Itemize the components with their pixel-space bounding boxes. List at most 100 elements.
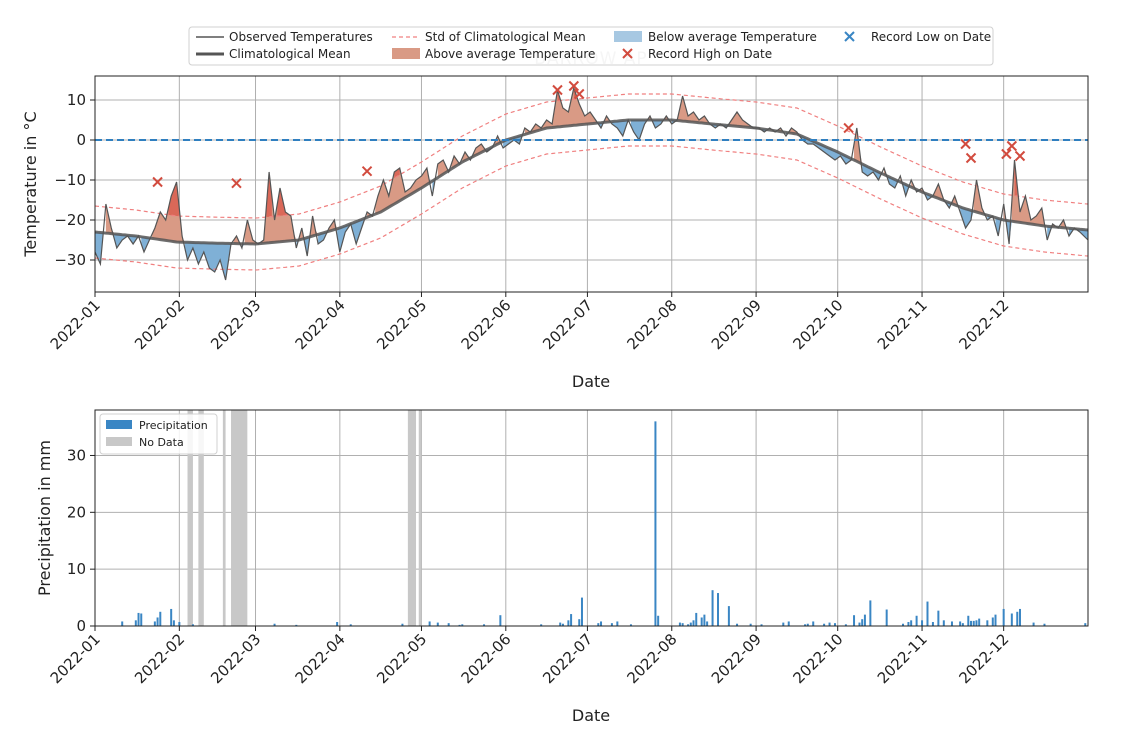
legend-record-high-marker <box>622 48 633 59</box>
record-high-marker <box>843 122 854 134</box>
x-tick-label: 2022-02 <box>131 630 188 687</box>
x-tick-label: 2022-05 <box>373 296 430 353</box>
precipitation-bar <box>436 622 439 626</box>
x-tick-label: 2022-12 <box>955 296 1012 353</box>
temperature-lines <box>94 85 1089 281</box>
precipitation-bar <box>1043 623 1046 626</box>
precipitation-bar <box>121 621 124 626</box>
precipitation-bar <box>910 620 913 626</box>
y-tick-label: 10 <box>67 91 86 109</box>
record-high-marker <box>152 176 163 188</box>
precipitation-bar <box>170 608 173 626</box>
precipitation-bar <box>695 612 698 626</box>
x-tick-label: 2022-08 <box>624 296 681 353</box>
y-tick-label: 30 <box>67 446 86 464</box>
below-average-area <box>652 120 664 128</box>
record-high-marker <box>960 138 971 150</box>
precipitation-bar <box>970 620 973 626</box>
precipitation-bar <box>629 624 632 626</box>
x-tick-label: 2022-01 <box>47 296 104 353</box>
x-tick-label: 2022-05 <box>373 630 430 687</box>
precipitation-bar <box>336 622 339 626</box>
x-tick-label: 2022-12 <box>955 630 1012 687</box>
precip-legend-nodata-swatch <box>106 437 132 446</box>
precipitation-bar <box>580 597 583 626</box>
precipitation-bar <box>273 623 276 626</box>
precipitation-bar <box>687 624 690 626</box>
legend-record-low-label: Record Low on Date <box>871 30 991 44</box>
y-tick-label: 0 <box>76 131 86 149</box>
below-average-area <box>184 242 234 280</box>
legend-record-low-marker <box>844 31 855 42</box>
no-data-span <box>222 410 226 626</box>
precipitation-bar <box>540 624 543 626</box>
above-average-area <box>437 160 449 178</box>
precipitation-bar <box>950 621 953 626</box>
below-average-area <box>1047 226 1053 240</box>
no-data-spans <box>187 410 422 626</box>
above-average-area <box>677 96 710 124</box>
no-data-span <box>418 410 422 626</box>
y-tick-label: 10 <box>67 560 86 578</box>
precipitation-bar <box>858 622 861 626</box>
precipitation-bar <box>961 623 964 626</box>
precipitation-bar <box>703 614 706 626</box>
precipitation-bar <box>483 624 486 626</box>
precipitation-bar <box>1010 613 1013 626</box>
x-tick-label: 2022-09 <box>708 630 765 687</box>
x-tick-label: 2022-11 <box>874 630 931 687</box>
above-average-area <box>375 168 433 215</box>
precipitation-bar <box>428 621 431 626</box>
record-high-stroke <box>568 80 580 92</box>
precipitation-bar <box>727 606 730 626</box>
below-average-area <box>630 120 648 140</box>
y-tick-label: −10 <box>54 171 86 189</box>
record-high-marker <box>361 165 373 177</box>
std-upper-line <box>94 93 1089 219</box>
temperature-x-ticks: 2022-01 2022-02 2022-03 2022-04 2022-05 2022-… <box>47 292 1012 353</box>
record-high-stroke <box>843 122 854 134</box>
precipitation-bar <box>717 593 720 626</box>
precipitation-x-ticks: 2022-01 2022-02 2022-03 2022-04 2022-05 2022-… <box>47 626 1012 687</box>
precipitation-bar <box>597 623 600 626</box>
precipitation-bar <box>178 622 181 626</box>
precipitation-bar <box>907 622 910 626</box>
precipitation-bar <box>749 623 752 626</box>
precipitation-bar <box>1002 608 1005 626</box>
precipitation-bar <box>295 624 298 626</box>
record-high-marker <box>574 88 585 100</box>
precipitation-bar <box>787 621 790 626</box>
record-high-stroke <box>960 138 971 150</box>
precipitation-bar <box>153 621 156 626</box>
no-data-span <box>187 410 193 626</box>
x-tick-label: 2022-08 <box>624 630 681 687</box>
precipitation-bar <box>689 622 692 626</box>
precipitation-bar <box>1018 608 1021 626</box>
precipitation-bar <box>869 600 872 626</box>
x-tick-label: 2022-03 <box>207 630 264 687</box>
legend-above-swatch <box>392 48 420 59</box>
precipitation-bar <box>782 622 785 626</box>
below-average-area <box>141 236 153 252</box>
precipitation-bar <box>610 623 613 626</box>
precipitation-bar <box>499 615 502 626</box>
below-average-area <box>114 233 139 248</box>
strong-anomaly-area <box>266 172 272 217</box>
x-tick-label: 2022-11 <box>874 296 931 353</box>
observed-temperature-line <box>94 85 1089 281</box>
precipitation-bar <box>654 421 657 626</box>
record-high-stroke <box>552 84 563 96</box>
precipitation-bar <box>833 623 836 626</box>
precipitation-bar <box>692 620 695 626</box>
above-average-area <box>973 180 988 216</box>
y-tick-label: 20 <box>67 503 86 521</box>
temperature-legend: Observed Temperatures Climatological Mea… <box>188 26 994 66</box>
precipitation-bar <box>567 620 570 626</box>
precipitation-bar <box>885 609 888 626</box>
precipitation-bar <box>447 623 450 626</box>
legend-below-label: Below average Temperature <box>648 30 817 44</box>
x-tick-label: 2022-01 <box>47 630 104 687</box>
x-tick-label: 2022-06 <box>458 630 515 687</box>
